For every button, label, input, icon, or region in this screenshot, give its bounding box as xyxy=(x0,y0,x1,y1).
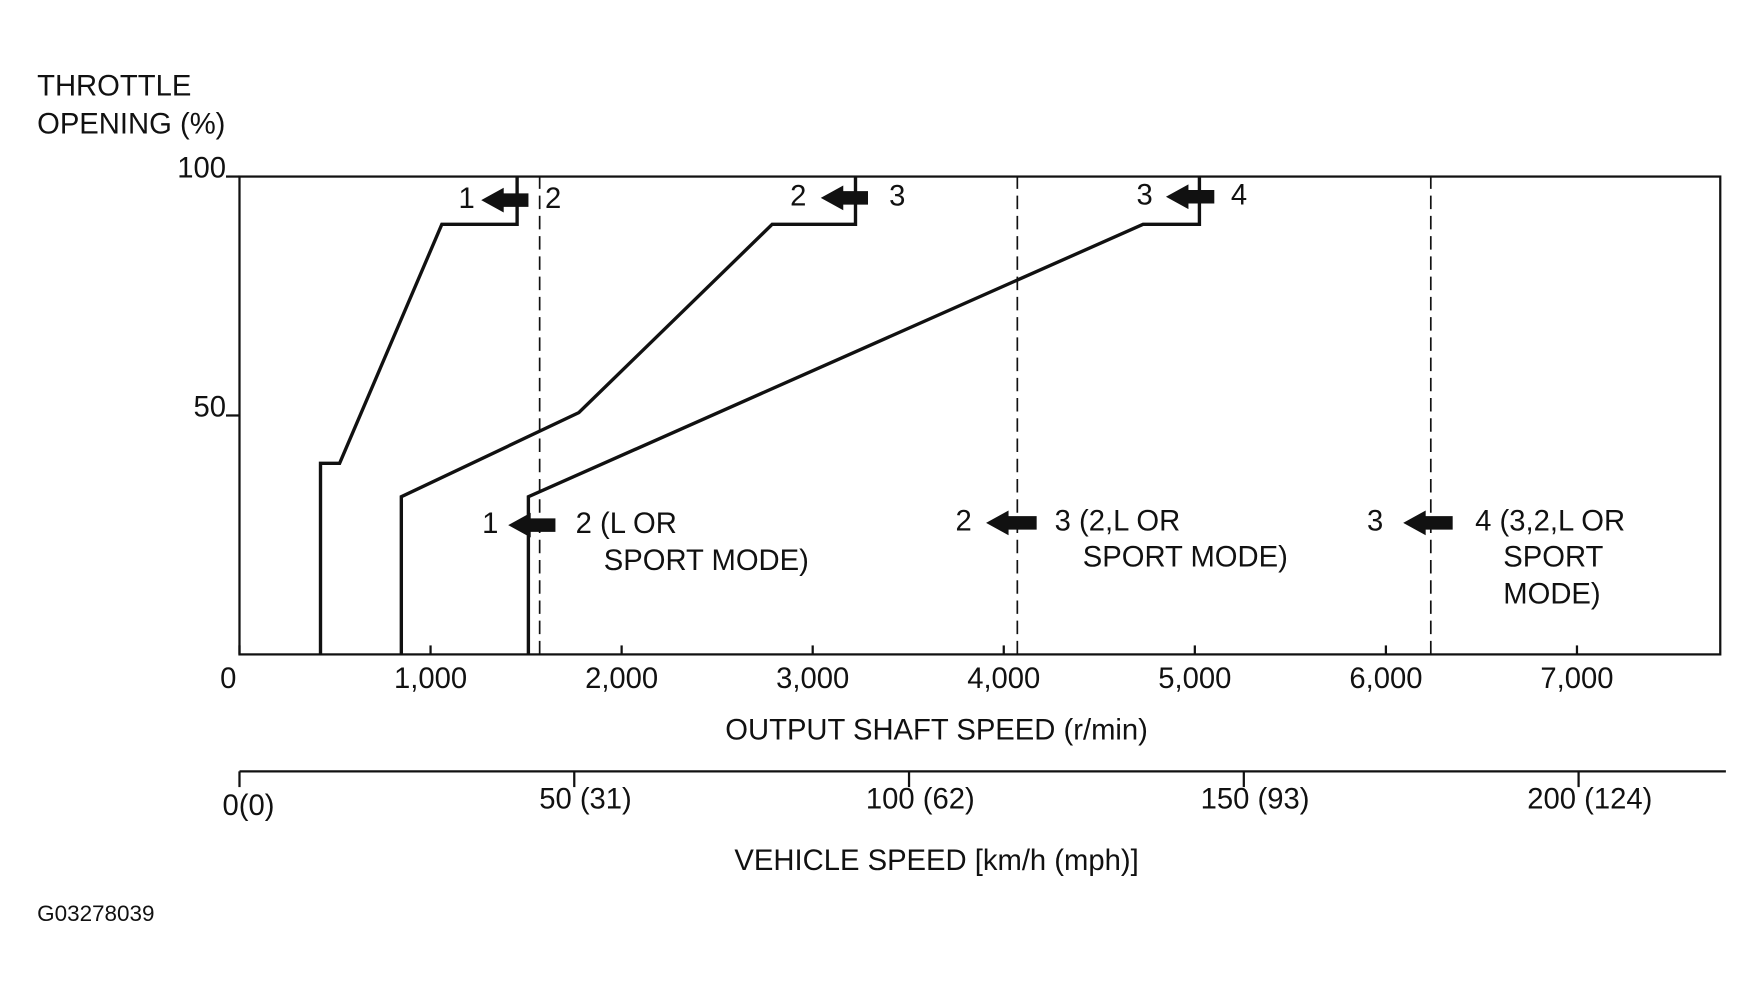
annotation: 2 xyxy=(955,506,971,538)
x2-tick-label: 200 (124) xyxy=(1527,783,1652,815)
x2-label: VEHICLE SPEED [km/h (mph)] xyxy=(734,845,1138,877)
x-tick-label: 7,000 xyxy=(1540,663,1613,695)
arrow xyxy=(481,187,529,213)
x-tick-label: 2,000 xyxy=(585,663,658,695)
x-tick-label: 1,000 xyxy=(394,663,467,695)
x2-tick-label: 100 (62) xyxy=(866,783,975,815)
shift-line xyxy=(399,176,858,655)
annotation: 2 (L OR xyxy=(576,508,677,540)
x2-tick-label: 50 (31) xyxy=(539,783,632,815)
annotation: 3 xyxy=(889,181,905,213)
shift-line xyxy=(318,176,519,655)
x2-tick-label: 0(0) xyxy=(222,790,274,822)
x-tick-label: 3,000 xyxy=(776,663,849,695)
y-tick-label: 50 xyxy=(193,391,226,423)
annotation: 4 xyxy=(1231,180,1247,212)
y-label: OPENING (%) xyxy=(37,109,225,141)
annotation: 2 xyxy=(545,183,561,215)
annotation: 2 xyxy=(790,181,806,213)
figure-id: G03278039 xyxy=(37,901,154,926)
x2-tick-label: 150 (93) xyxy=(1201,783,1310,815)
arrow xyxy=(820,185,869,211)
x-tick-label: 6,000 xyxy=(1349,663,1422,695)
shift-line xyxy=(526,176,1202,655)
arrow xyxy=(986,510,1037,536)
arrow xyxy=(1403,510,1453,536)
arrow xyxy=(508,512,556,538)
annotation: SPORT xyxy=(1503,542,1603,574)
arrow xyxy=(1165,184,1215,210)
y-tick-label: 100 xyxy=(177,153,226,185)
x-tick-label: 5,000 xyxy=(1158,663,1231,695)
x-label: OUTPUT SHAFT SPEED (r/min) xyxy=(725,715,1148,747)
y-label: THROTTLE xyxy=(37,70,191,102)
annotation: 3 (2,L OR xyxy=(1055,506,1181,538)
annotation: 3 xyxy=(1367,506,1383,538)
annotation: SPORT MODE) xyxy=(604,545,809,577)
annotation: 3 xyxy=(1136,180,1152,212)
x-tick-label: 4,000 xyxy=(967,663,1040,695)
annotation: 1 xyxy=(458,183,474,215)
annotation: SPORT MODE) xyxy=(1083,542,1288,574)
annotation: 4 (3,2,L OR xyxy=(1475,506,1625,538)
annotation: 1 xyxy=(482,508,498,540)
x-tick-label: 0 xyxy=(220,663,236,695)
plot-frame xyxy=(238,175,1722,656)
annotation: MODE) xyxy=(1503,579,1600,611)
